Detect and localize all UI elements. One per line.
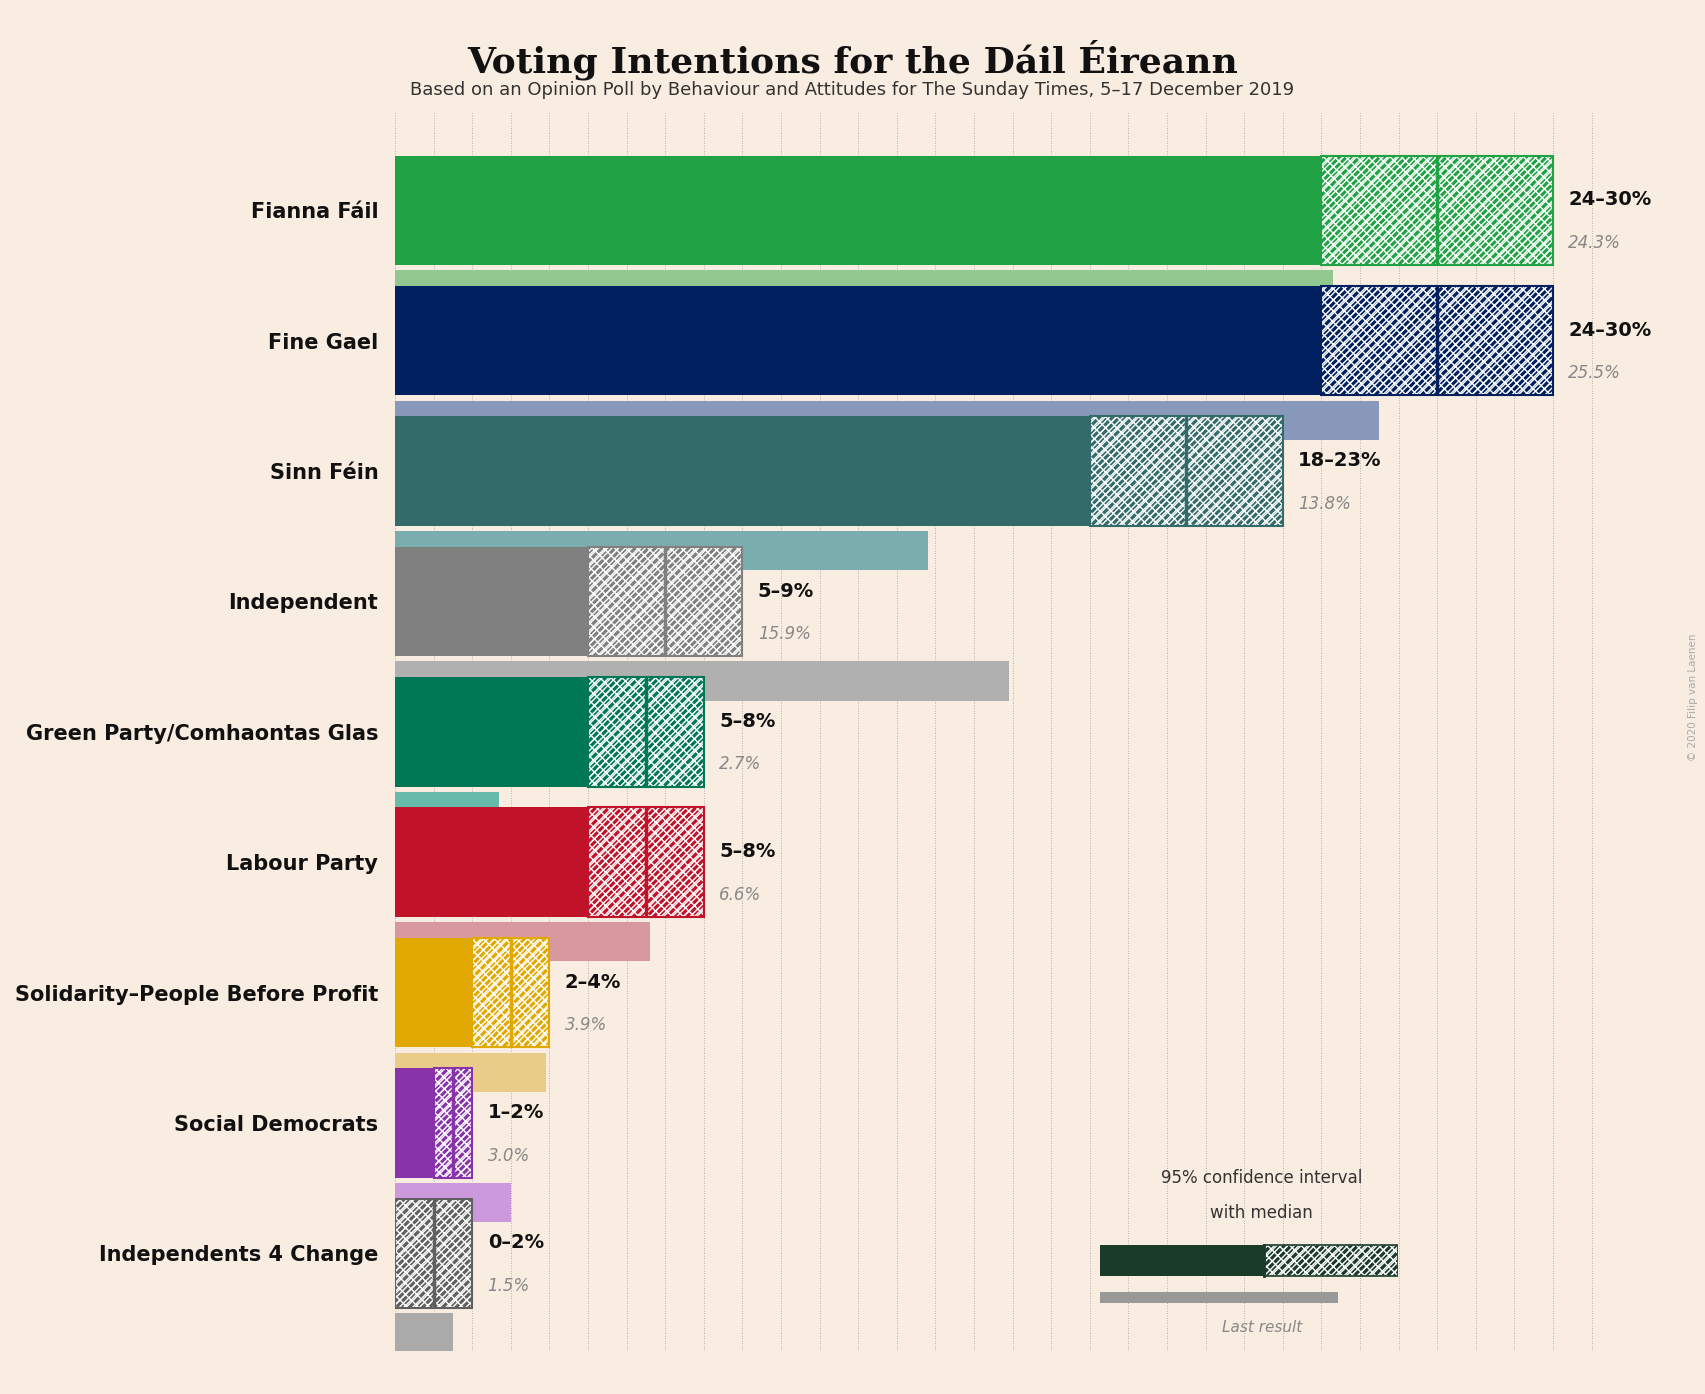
Text: 6.6%: 6.6%: [720, 885, 762, 903]
Bar: [396, 1199, 472, 1308]
Text: 15.9%: 15.9%: [757, 625, 812, 643]
Bar: [396, 677, 588, 786]
Bar: [588, 807, 704, 917]
Bar: [396, 286, 1321, 396]
Bar: [396, 807, 588, 917]
Bar: [396, 938, 472, 1047]
Bar: [1263, 1245, 1398, 1277]
Bar: [396, 270, 1333, 309]
Text: 24–30%: 24–30%: [1569, 191, 1652, 209]
Text: 5–8%: 5–8%: [720, 842, 776, 861]
Text: 3.9%: 3.9%: [564, 1016, 607, 1034]
Text: 25.5%: 25.5%: [1569, 364, 1621, 382]
Bar: [472, 938, 549, 1047]
Text: Based on an Opinion Poll by Behaviour and Attitudes for The Sunday Times, 5–17 D: Based on an Opinion Poll by Behaviour an…: [411, 81, 1294, 99]
Bar: [472, 938, 549, 1047]
Bar: [1321, 286, 1553, 396]
Bar: [472, 938, 549, 1047]
Bar: [396, 1199, 472, 1308]
Bar: [1321, 156, 1553, 265]
Bar: [396, 400, 1379, 441]
Text: 3.0%: 3.0%: [488, 1146, 530, 1164]
Bar: [1263, 1245, 1398, 1277]
Text: Voting Intentions for the Dáil Éireann: Voting Intentions for the Dáil Éireann: [467, 39, 1238, 79]
Bar: [588, 677, 704, 786]
Text: 5–9%: 5–9%: [757, 581, 813, 601]
Bar: [396, 531, 928, 570]
Bar: [433, 1068, 472, 1178]
Bar: [396, 1199, 472, 1308]
Bar: [588, 807, 704, 917]
Text: 95% confidence interval: 95% confidence interval: [1161, 1170, 1362, 1186]
Text: 2.7%: 2.7%: [720, 756, 762, 774]
Bar: [472, 938, 549, 1047]
Text: Last result: Last result: [1221, 1320, 1303, 1334]
Bar: [1321, 286, 1553, 396]
Bar: [1100, 1245, 1263, 1277]
Bar: [396, 923, 650, 962]
Bar: [1263, 1245, 1398, 1277]
Bar: [396, 661, 1009, 701]
Bar: [588, 677, 704, 786]
Bar: [396, 1199, 472, 1308]
Bar: [588, 677, 704, 786]
Bar: [1321, 156, 1553, 265]
Bar: [588, 546, 742, 657]
Bar: [588, 807, 704, 917]
Bar: [588, 546, 742, 657]
Bar: [588, 546, 742, 657]
Text: 24.3%: 24.3%: [1569, 234, 1621, 252]
Text: © 2020 Filip van Laenen: © 2020 Filip van Laenen: [1688, 633, 1698, 761]
Bar: [433, 1068, 472, 1178]
Bar: [1321, 156, 1553, 265]
Text: 5–8%: 5–8%: [720, 712, 776, 730]
Text: 1–2%: 1–2%: [488, 1103, 544, 1122]
Bar: [396, 156, 1321, 265]
Text: 13.8%: 13.8%: [1298, 495, 1350, 513]
Bar: [588, 677, 704, 786]
Bar: [396, 417, 1089, 526]
Bar: [1263, 1245, 1398, 1277]
Text: with median: with median: [1211, 1204, 1313, 1221]
Bar: [1321, 156, 1553, 265]
Text: 18–23%: 18–23%: [1298, 452, 1381, 470]
Bar: [396, 546, 588, 657]
Bar: [433, 1068, 472, 1178]
Bar: [1321, 286, 1553, 396]
Bar: [396, 792, 500, 831]
Text: 2–4%: 2–4%: [564, 973, 621, 991]
Bar: [588, 807, 704, 917]
Bar: [1321, 286, 1553, 396]
Bar: [1089, 417, 1282, 526]
Bar: [396, 1052, 546, 1092]
Text: 24–30%: 24–30%: [1569, 321, 1652, 340]
Bar: [1100, 1292, 1338, 1303]
Bar: [1089, 417, 1282, 526]
Text: 0–2%: 0–2%: [488, 1234, 544, 1252]
Bar: [1089, 417, 1282, 526]
Text: 1.5%: 1.5%: [488, 1277, 530, 1295]
Bar: [433, 1068, 472, 1178]
Bar: [396, 1184, 511, 1223]
Bar: [396, 1313, 454, 1352]
Bar: [588, 546, 742, 657]
Bar: [1089, 417, 1282, 526]
Bar: [396, 1068, 433, 1178]
